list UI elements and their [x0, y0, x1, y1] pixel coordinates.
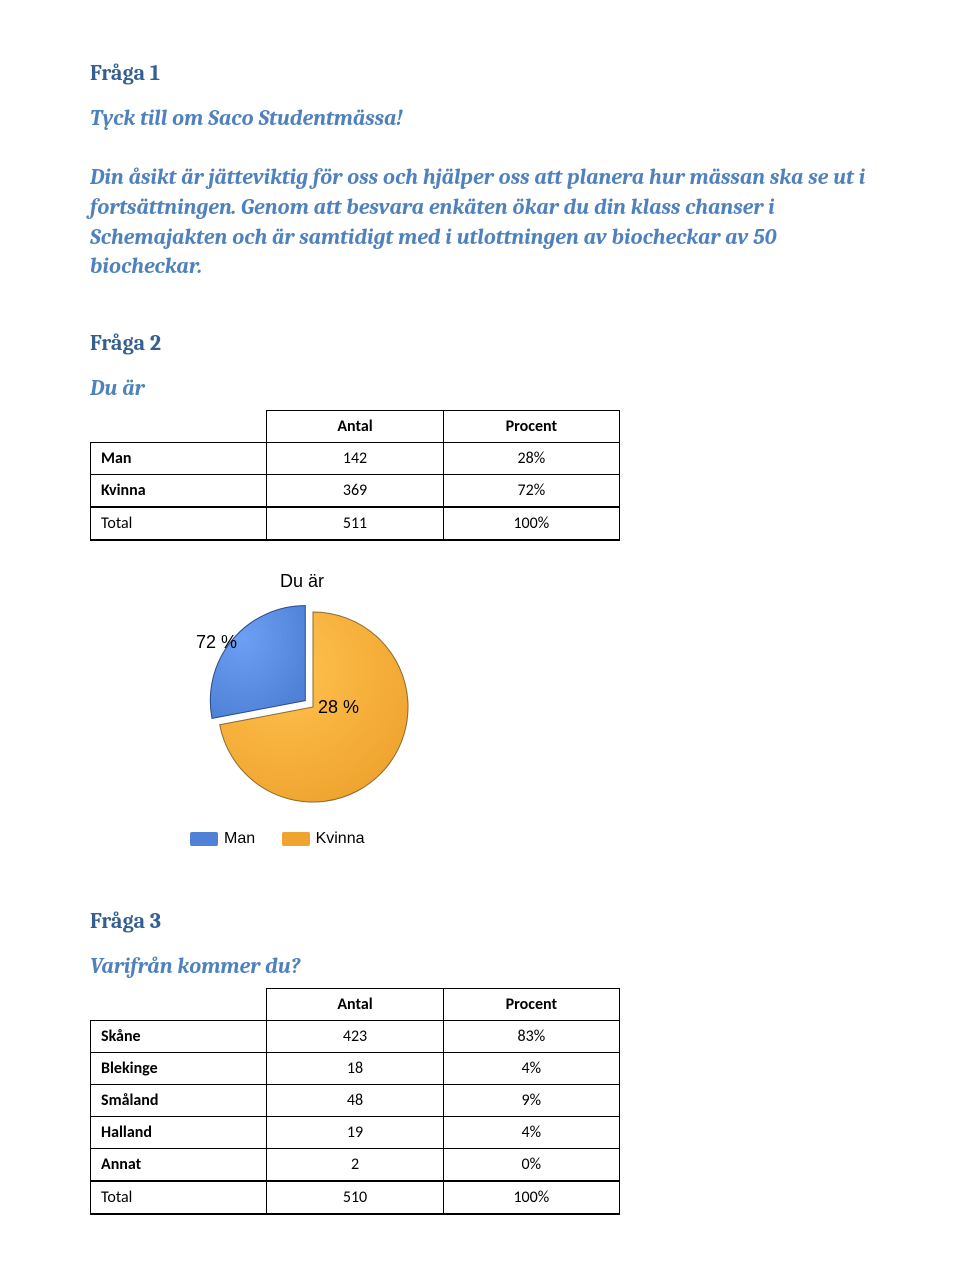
row-procent: 4% [443, 1052, 619, 1084]
row-label: Skåne [91, 1020, 267, 1052]
table-total-row: Total 510 100% [91, 1181, 620, 1214]
q1-heading: Fråga 1 [90, 60, 870, 86]
row-label: Småland [91, 1084, 267, 1116]
total-procent: 100% [443, 507, 619, 540]
row-label: Kvinna [91, 474, 267, 507]
q2-subheading: Du är [90, 374, 870, 404]
row-label: Annat [91, 1148, 267, 1181]
pie-label-28: 28 % [318, 697, 359, 718]
row-label: Halland [91, 1116, 267, 1148]
legend-item: Kvinna [282, 830, 365, 848]
chart-title: Du är [280, 571, 870, 592]
row-antal: 2 [267, 1148, 443, 1181]
q2-table: Antal Procent Man 142 28% Kvinna 369 72%… [90, 410, 620, 541]
table-row: Blekinge 18 4% [91, 1052, 620, 1084]
col-procent: Procent [443, 988, 619, 1020]
total-label: Total [91, 507, 267, 540]
row-antal: 19 [267, 1116, 443, 1148]
legend-swatch [190, 832, 218, 846]
row-antal: 369 [267, 474, 443, 507]
question-2-block: Fråga 2 Du är Antal Procent Man 142 28% … [90, 330, 870, 541]
row-antal: 18 [267, 1052, 443, 1084]
total-antal: 511 [267, 507, 443, 540]
q2-heading: Fråga 2 [90, 330, 870, 356]
blank-header [91, 988, 267, 1020]
q1-text: Tyck till om Saco Studentmässa!Din åsikt… [90, 104, 870, 282]
row-antal: 142 [267, 442, 443, 474]
col-procent: Procent [443, 410, 619, 442]
legend-text: Man [224, 830, 255, 847]
row-procent: 72% [443, 474, 619, 507]
legend-text: Kvinna [316, 830, 365, 847]
pie-chart: Du är 72 %28 % Man Kvinna [190, 571, 870, 848]
table-row: Småland 48 9% [91, 1084, 620, 1116]
table-row: Skåne 423 83% [91, 1020, 620, 1052]
q3-subheading: Varifrån kommer du? [90, 952, 870, 982]
legend-item: Man [190, 830, 255, 848]
table-row: Annat 2 0% [91, 1148, 620, 1181]
total-label: Total [91, 1181, 267, 1214]
table-header-row: Antal Procent [91, 410, 620, 442]
col-antal: Antal [267, 988, 443, 1020]
legend-swatch [282, 832, 310, 846]
row-label: Man [91, 442, 267, 474]
row-procent: 28% [443, 442, 619, 474]
pie-graphic: 72 %28 % [208, 602, 418, 812]
row-antal: 48 [267, 1084, 443, 1116]
question-3-block: Fråga 3 Varifrån kommer du? Antal Procen… [90, 908, 870, 1215]
q3-heading: Fråga 3 [90, 908, 870, 934]
row-procent: 0% [443, 1148, 619, 1181]
table-total-row: Total 511 100% [91, 507, 620, 540]
table-header-row: Antal Procent [91, 988, 620, 1020]
total-antal: 510 [267, 1181, 443, 1214]
chart-legend: Man Kvinna [190, 830, 870, 848]
table-row: Halland 19 4% [91, 1116, 620, 1148]
row-antal: 423 [267, 1020, 443, 1052]
row-procent: 4% [443, 1116, 619, 1148]
table-row: Man 142 28% [91, 442, 620, 474]
table-row: Kvinna 369 72% [91, 474, 620, 507]
col-antal: Antal [267, 410, 443, 442]
blank-header [91, 410, 267, 442]
question-1-block: Fråga 1 Tyck till om Saco Studentmässa!D… [90, 60, 870, 282]
row-procent: 83% [443, 1020, 619, 1052]
total-procent: 100% [443, 1181, 619, 1214]
q3-table: Antal Procent Skåne 423 83% Blekinge 18 … [90, 988, 620, 1215]
row-label: Blekinge [91, 1052, 267, 1084]
row-procent: 9% [443, 1084, 619, 1116]
pie-label-72: 72 % [196, 632, 237, 653]
